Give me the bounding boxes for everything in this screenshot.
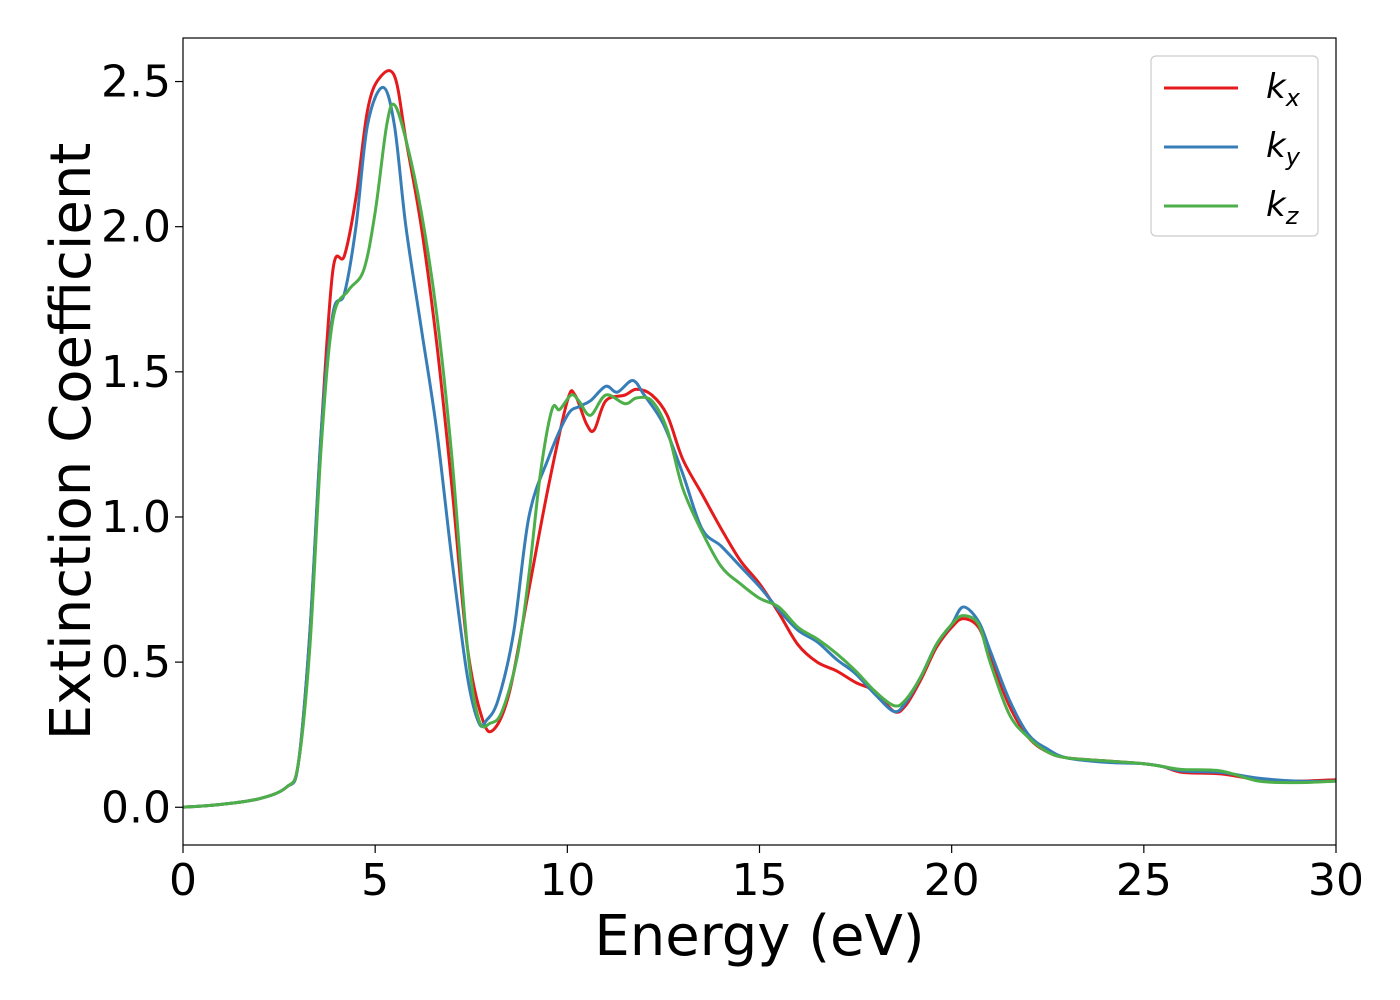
x-axis-ticks: 0 5 10 15 20 25 30 (169, 845, 1364, 906)
x-tick-label: 20 (924, 855, 980, 906)
series-line-k-y (183, 85, 1336, 809)
y-tick-label: 1.0 (101, 492, 171, 543)
plot-lines (183, 69, 1336, 809)
legend: kx ky kz (1150, 55, 1319, 237)
x-tick-label: 30 (1308, 855, 1364, 906)
legend-label: ky (1266, 126, 1301, 171)
y-axis-ticks: 0.0 0.5 1.0 1.5 2.0 2.5 (101, 57, 183, 833)
x-tick-label: 10 (539, 855, 595, 906)
series-line-k-z (183, 102, 1336, 809)
y-tick-label: 0.0 (101, 782, 171, 833)
legend-label: kz (1266, 185, 1300, 230)
x-tick-label: 25 (1116, 855, 1172, 906)
y-axis-label: Extinction Coefficient (39, 143, 104, 741)
x-tick-label: 0 (169, 855, 197, 906)
series-line-k-x (183, 69, 1336, 809)
y-tick-label: 1.5 (101, 347, 171, 398)
legend-label: kx (1266, 67, 1301, 112)
y-tick-label: 0.5 (101, 637, 171, 688)
x-tick-label: 15 (732, 855, 788, 906)
x-tick-label: 5 (361, 855, 389, 906)
y-tick-label: 2.5 (101, 57, 171, 108)
x-axis-label: Energy (eV) (594, 904, 924, 969)
y-tick-label: 2.0 (101, 202, 171, 253)
